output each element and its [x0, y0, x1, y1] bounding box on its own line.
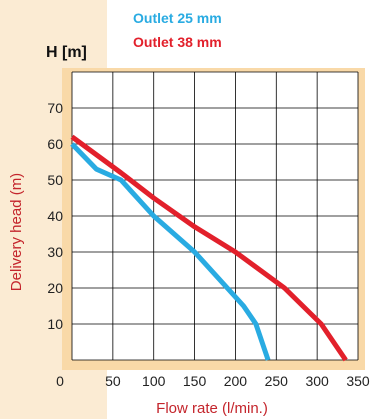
y-tick-label: 50 — [47, 172, 63, 188]
series-group — [70, 134, 348, 362]
x-tick-label: 150 — [183, 373, 207, 389]
x-tick-label: 50 — [105, 373, 121, 389]
series-line-outlet-25 — [70, 142, 271, 361]
y-unit-label: H [m] — [46, 44, 87, 61]
y-axis-title: Delivery head (m) — [8, 173, 25, 291]
x-tick-label: 300 — [305, 373, 329, 389]
legend-entry-outlet-38: Outlet 38 mm — [133, 34, 222, 50]
x-tick-label: 100 — [142, 373, 166, 389]
y-tick-label: 10 — [47, 316, 63, 332]
x-axis-title: Flow rate (l/min.) — [156, 400, 268, 417]
x-tick-label: 200 — [224, 373, 248, 389]
y-tick-label: 70 — [47, 100, 63, 116]
x-tick-label: 250 — [265, 373, 289, 389]
y-tick-label: 30 — [47, 244, 63, 260]
y-tick-label: 20 — [47, 280, 63, 296]
legend-entry-outlet-25: Outlet 25 mm — [133, 10, 222, 26]
x-tick-label: 0 — [56, 373, 64, 389]
series-line-outlet-38 — [70, 134, 348, 362]
x-tick-label: 350 — [346, 373, 370, 389]
grid — [71, 71, 359, 361]
x-tick-labels: 0 50 100 150 200 250 300 350 — [56, 373, 370, 389]
y-tick-labels: 10 20 30 40 50 60 70 — [47, 100, 63, 332]
y-tick-label: 60 — [47, 136, 63, 152]
y-tick-label: 40 — [47, 208, 63, 224]
